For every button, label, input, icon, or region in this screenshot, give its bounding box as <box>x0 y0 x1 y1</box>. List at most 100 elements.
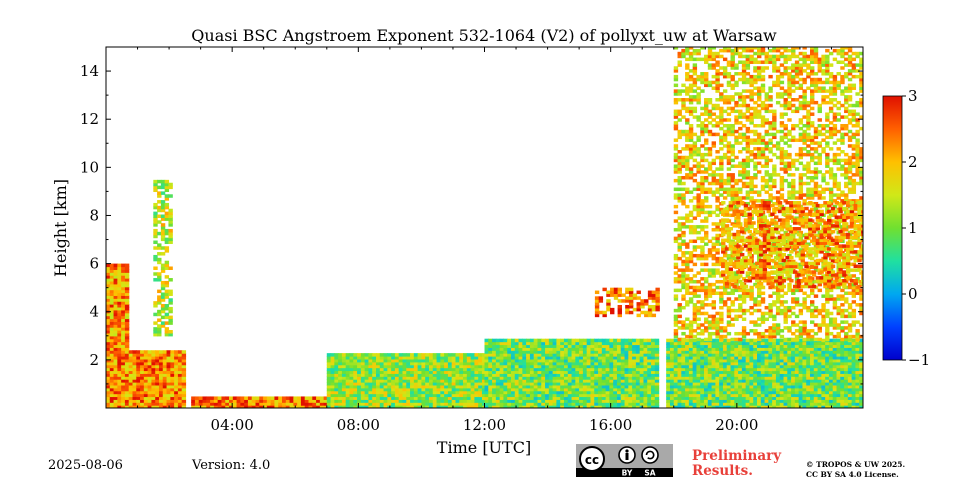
heatmap-cell-r5 <box>825 350 830 354</box>
heatmap-cell-r0 <box>147 402 153 406</box>
heatmap-cell-r7 <box>685 147 690 151</box>
heatmap-cell-r5 <box>624 358 629 363</box>
heatmap-cell-r5 <box>586 338 592 343</box>
heatmap-cell-r5 <box>492 387 497 392</box>
heatmap-cell-r4 <box>383 373 388 377</box>
heatmap-cell-r5 <box>537 341 542 346</box>
heatmap-cell-r4 <box>413 356 419 360</box>
heatmap-cell-r5 <box>488 387 493 392</box>
heatmap-cell-r0 <box>128 396 134 400</box>
heatmap-cell-r5 <box>677 364 682 369</box>
heatmap-cell-r5 <box>832 373 838 377</box>
heatmap-cell-r7 <box>685 72 690 76</box>
heatmap-cell-r4 <box>338 387 343 392</box>
heatmap-cell-r3 <box>278 396 283 400</box>
heatmap-cell-r5 <box>529 341 535 346</box>
heatmap-cell-r5 <box>582 361 588 366</box>
heatmap-cell-r5 <box>484 370 489 374</box>
heatmap-cell-r3 <box>274 396 279 400</box>
heatmap-cell-r5 <box>840 361 845 366</box>
heatmap-cell-r2 <box>160 309 166 314</box>
heatmap-cell-r0 <box>121 367 126 372</box>
heatmap-cell-r5 <box>620 364 626 369</box>
heatmap-cell-r3 <box>202 396 207 400</box>
heatmap-cell-r2 <box>168 234 173 239</box>
heatmap-cell-r0 <box>158 396 164 400</box>
heatmap-cell-r5 <box>741 399 747 403</box>
heatmap-cell-r5 <box>798 373 804 377</box>
heatmap-cell-r4 <box>413 376 419 380</box>
heatmap-cell-r0 <box>113 399 118 403</box>
heatmap-cell-r2 <box>160 286 166 291</box>
heatmap-cell-r4 <box>394 393 400 398</box>
heatmap-cell-r5 <box>666 370 671 374</box>
heatmap-cell-r5 <box>832 405 838 408</box>
heatmap-cell-r7 <box>673 193 679 197</box>
heatmap-cell-r5 <box>764 353 769 357</box>
heatmap-cell-r2 <box>153 228 158 233</box>
heatmap-cell-r5 <box>632 399 637 403</box>
heatmap-cell-r5 <box>488 367 493 372</box>
heatmap-cell-r5 <box>677 379 682 383</box>
heatmap-cell-r5 <box>533 379 539 383</box>
heatmap-cell-r7 <box>715 251 720 255</box>
heatmap-cell-r5 <box>760 356 766 360</box>
heatmap-cell-r0 <box>117 390 122 395</box>
heatmap-cell-r4 <box>357 384 362 389</box>
heatmap-cell-r5 <box>704 347 709 351</box>
heatmap-cell-r7 <box>673 210 679 215</box>
heatmap-cell-r7 <box>677 158 682 163</box>
heatmap-cell-r5 <box>772 341 777 346</box>
heatmap-cell-r5 <box>738 405 743 408</box>
heatmap-cell-r5 <box>632 370 637 374</box>
heatmap-cell-r7 <box>707 112 713 116</box>
heatmap-cell-r7 <box>692 72 698 76</box>
heatmap-cell-r5 <box>548 361 554 366</box>
heatmap-cell-r5 <box>738 356 743 360</box>
heatmap-cell-r5 <box>552 353 558 357</box>
heatmap-cell-r5 <box>545 347 550 351</box>
heatmap-cell-r2 <box>153 272 158 276</box>
heatmap-cell-r5 <box>730 350 735 354</box>
heatmap-cell-r4 <box>421 390 426 395</box>
heatmap-cell-r5 <box>749 344 754 348</box>
heatmap-cell-r4 <box>481 373 487 377</box>
heatmap-cell-r7 <box>696 311 701 316</box>
heatmap-cell-r5 <box>507 370 512 374</box>
heatmap-cell-r4 <box>406 387 411 392</box>
heatmap-cell-r6 <box>613 290 619 295</box>
heatmap-cell-r7 <box>692 207 698 212</box>
heatmap-cell-r5 <box>575 399 580 403</box>
heatmap-cell-r5 <box>571 347 576 351</box>
heatmap-cell-r4 <box>455 373 460 377</box>
heatmap-cell-r0 <box>170 373 175 377</box>
heatmap-cell-r7 <box>719 115 724 119</box>
heatmap-cell-r5 <box>802 353 807 357</box>
heatmap-cell-r5 <box>628 347 633 351</box>
heatmap-cell-r7 <box>711 314 716 319</box>
heatmap-cell-r5 <box>741 338 747 343</box>
heatmap-cell-r5 <box>806 356 811 360</box>
heatmap-cell-r5 <box>707 347 713 351</box>
heatmap-cell-r5 <box>586 344 592 348</box>
heatmap-cell-r1 <box>121 321 126 325</box>
heatmap-cell-r0 <box>117 353 122 357</box>
heatmap-cell-r4 <box>481 393 487 398</box>
heatmap-cell-r5 <box>719 396 724 400</box>
heatmap-cell-r5 <box>537 379 542 383</box>
heatmap-cell-r1 <box>117 309 122 314</box>
heatmap-cell-r1 <box>106 280 111 285</box>
heatmap-cell-r5 <box>859 356 863 360</box>
heatmap-cell-r2 <box>164 211 170 216</box>
heatmap-cell-r7 <box>707 150 713 154</box>
heatmap-cell-r4 <box>341 390 347 395</box>
heatmap-cell-r5 <box>632 356 637 360</box>
heatmap-cell-r3 <box>263 399 268 403</box>
heatmap-cell-r5 <box>518 384 523 389</box>
heatmap-cell-r5 <box>541 399 546 403</box>
heatmap-cell-r1 <box>113 335 118 340</box>
heatmap-cell-r4 <box>440 376 445 380</box>
heatmap-cell-r0 <box>162 358 168 363</box>
heatmap-cell-r4 <box>478 390 483 395</box>
heatmap-cell-r5 <box>643 361 648 366</box>
